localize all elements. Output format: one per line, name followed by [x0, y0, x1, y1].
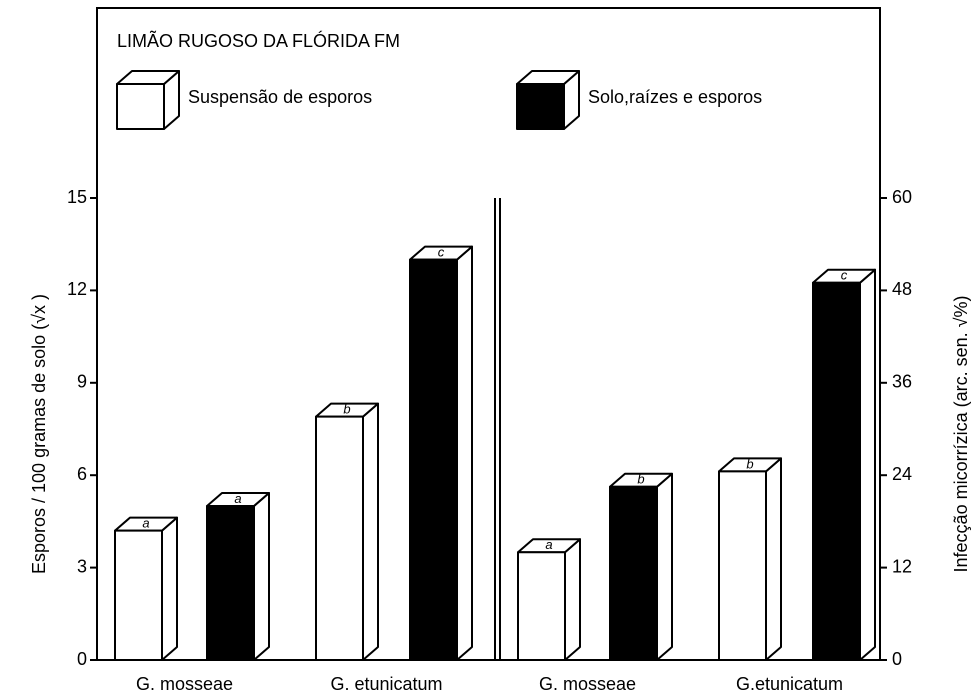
bar-side [859, 268, 876, 661]
chart-title: LIMÃO RUGOSO DA FLÓRIDA FM [117, 30, 400, 51]
bar-side [656, 472, 673, 661]
bar [315, 415, 364, 661]
y-tick-label: 0 [77, 649, 87, 669]
y-tick-label: 3 [77, 556, 87, 576]
bar [609, 485, 658, 661]
y2-tick-label: 48 [892, 279, 912, 299]
bar [718, 470, 767, 661]
y2-tick-label: 36 [892, 372, 912, 392]
bar-letter: a [234, 491, 241, 506]
bar-letter: b [343, 402, 350, 417]
legend-label: Suspensão de esporos [188, 87, 372, 107]
y-axis-label: Esporos / 100 gramas de solo (√x ) [29, 294, 49, 574]
x-tick-label: G. mosseae [136, 674, 233, 694]
bar-side [456, 245, 473, 661]
bar-letter: a [142, 516, 149, 531]
legend-swatch [516, 83, 565, 130]
bar-letter: c [438, 245, 445, 260]
y2-tick-label: 60 [892, 187, 912, 207]
bar-letter: b [746, 456, 753, 471]
bar [114, 529, 163, 662]
bar-side [253, 492, 270, 661]
y2-tick-label: 24 [892, 464, 912, 484]
bar-side [765, 457, 782, 661]
x-tick-label: G. etunicatum [330, 674, 442, 694]
bar-side [362, 402, 379, 661]
y-tick-label: 9 [77, 372, 87, 392]
legend-swatch [116, 83, 165, 130]
y-tick-label: 12 [67, 279, 87, 299]
bar-letter: a [545, 537, 552, 552]
y2-tick-label: 0 [892, 649, 902, 669]
x-tick-label: G.etunicatum [736, 674, 843, 694]
bar-side [161, 516, 178, 661]
y-tick-label: 6 [77, 464, 87, 484]
legend-label: Solo,raízes e esporos [588, 87, 762, 107]
y2-tick-label: 12 [892, 556, 912, 576]
y2-axis-label: Infecção micorrízica (arc. sen. √%) [951, 296, 971, 573]
x-tick-label: G. mosseae [539, 674, 636, 694]
bar-letter: c [841, 268, 848, 283]
bar [812, 281, 861, 661]
frame [96, 7, 881, 661]
bar-letter: b [637, 472, 644, 487]
bar [409, 258, 458, 661]
bar [517, 551, 566, 662]
y-tick-label: 15 [67, 187, 87, 207]
bar-side [564, 538, 581, 661]
bar [206, 505, 255, 661]
